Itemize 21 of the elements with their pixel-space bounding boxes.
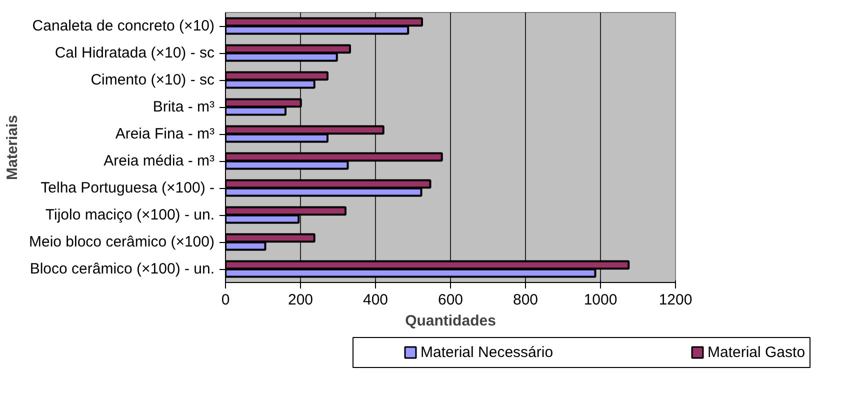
- x-tick-label: 600: [438, 292, 464, 308]
- x-axis-title: Quantidades: [405, 312, 496, 330]
- y-tick-label: Brita - m³: [152, 98, 215, 116]
- x-tick-label: 400: [362, 292, 388, 308]
- x-tick-label: 0: [221, 292, 230, 308]
- y-tick-label: Canaleta de concreto (×10): [32, 18, 215, 34]
- y-tick-label: Areia média - m³: [104, 152, 215, 170]
- y-tick-label: Tijolo maciço (×100) - un.: [45, 206, 215, 224]
- x-tick-label: 1000: [584, 292, 618, 308]
- y-tick-label: Areia Fina - m³: [115, 126, 215, 142]
- y-tick-label: Meio bloco cerâmico (×100): [29, 234, 215, 250]
- y-tick-label: Bloco cerâmico (×100) - un.: [30, 260, 215, 278]
- legend-label: Material Necessário: [420, 344, 554, 361]
- y-tick-label: Cimento (×10) - sc: [90, 72, 215, 88]
- legend-label: Material Gasto: [708, 344, 806, 361]
- x-tick-label: 1200: [658, 292, 692, 308]
- y-tick-label: Telha Portuguesa (×100) -: [40, 180, 215, 196]
- y-axis-title: Materiais: [4, 114, 21, 180]
- x-tick-label: 200: [288, 292, 314, 308]
- y-tick-label: Cal Hidratada (×10) - sc: [54, 44, 215, 62]
- x-tick-label: 800: [512, 292, 538, 308]
